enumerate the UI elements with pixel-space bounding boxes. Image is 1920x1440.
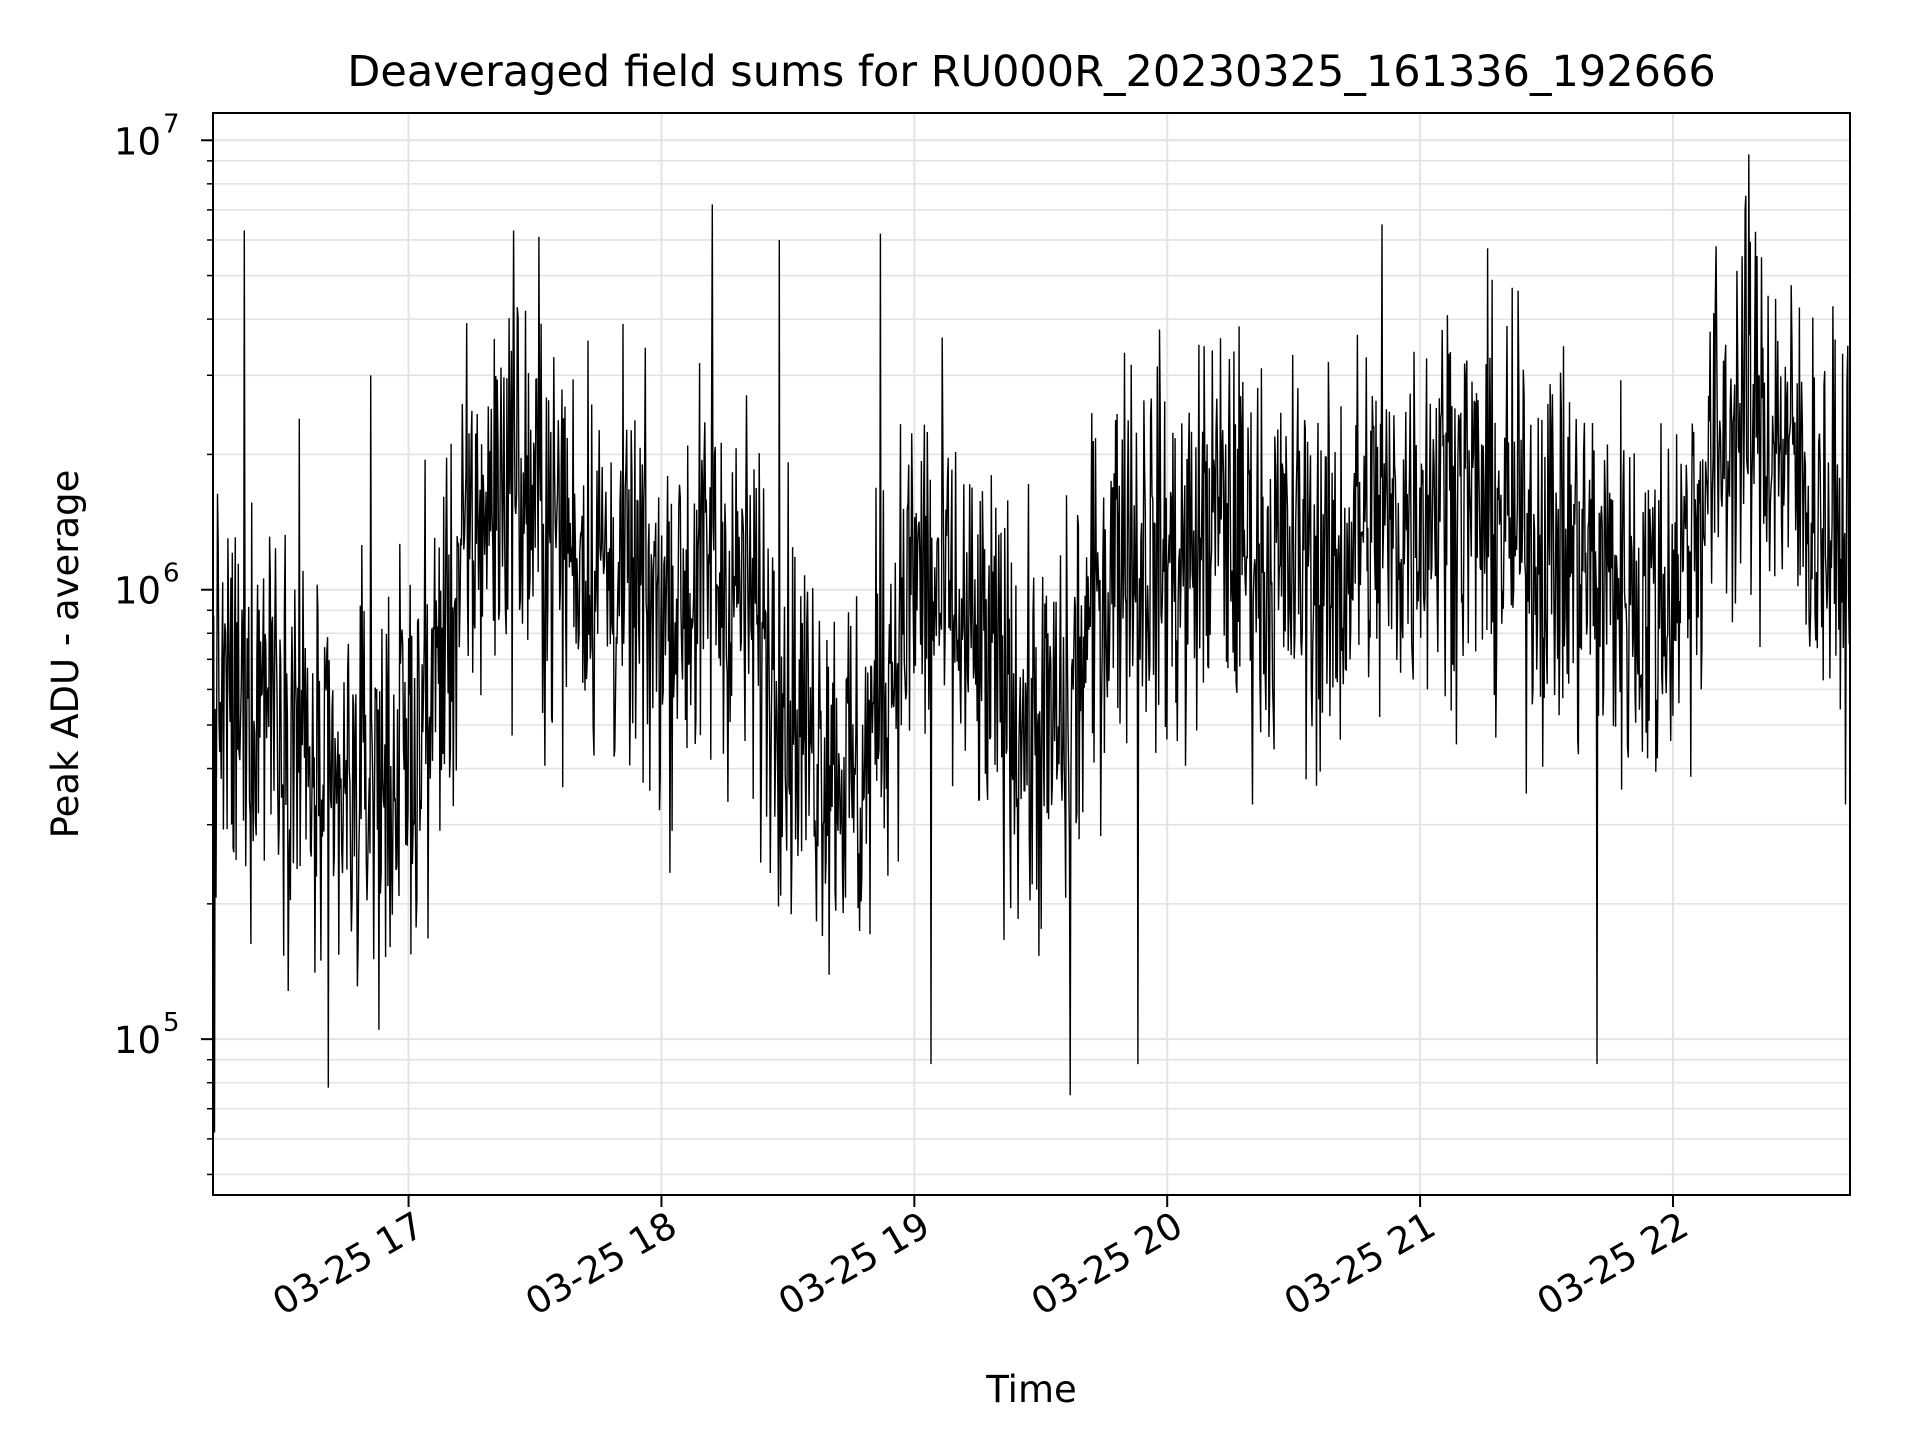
data-series xyxy=(212,154,1851,1133)
y-tick-exponent: 5 xyxy=(163,1008,180,1038)
y-tick-base: 10 xyxy=(114,120,161,163)
x-axis-label: Time xyxy=(985,1368,1077,1411)
y-tick-base: 10 xyxy=(114,570,161,613)
y-tick-exponent: 7 xyxy=(163,109,180,139)
y-tick-label: 10 xyxy=(114,1019,161,1062)
chart-title: Deaveraged field sums for RU000R_2023032… xyxy=(347,47,1715,97)
plot-frame xyxy=(212,112,1851,1196)
y-tick-base: 10 xyxy=(114,1019,161,1062)
y-tick-label: 10 xyxy=(114,120,161,163)
series-line xyxy=(212,154,1851,1133)
y-axis-label: Peak ADU - average xyxy=(44,470,87,839)
y-tick-exponent: 6 xyxy=(163,559,180,589)
y-tick-label: 10 xyxy=(114,570,161,613)
